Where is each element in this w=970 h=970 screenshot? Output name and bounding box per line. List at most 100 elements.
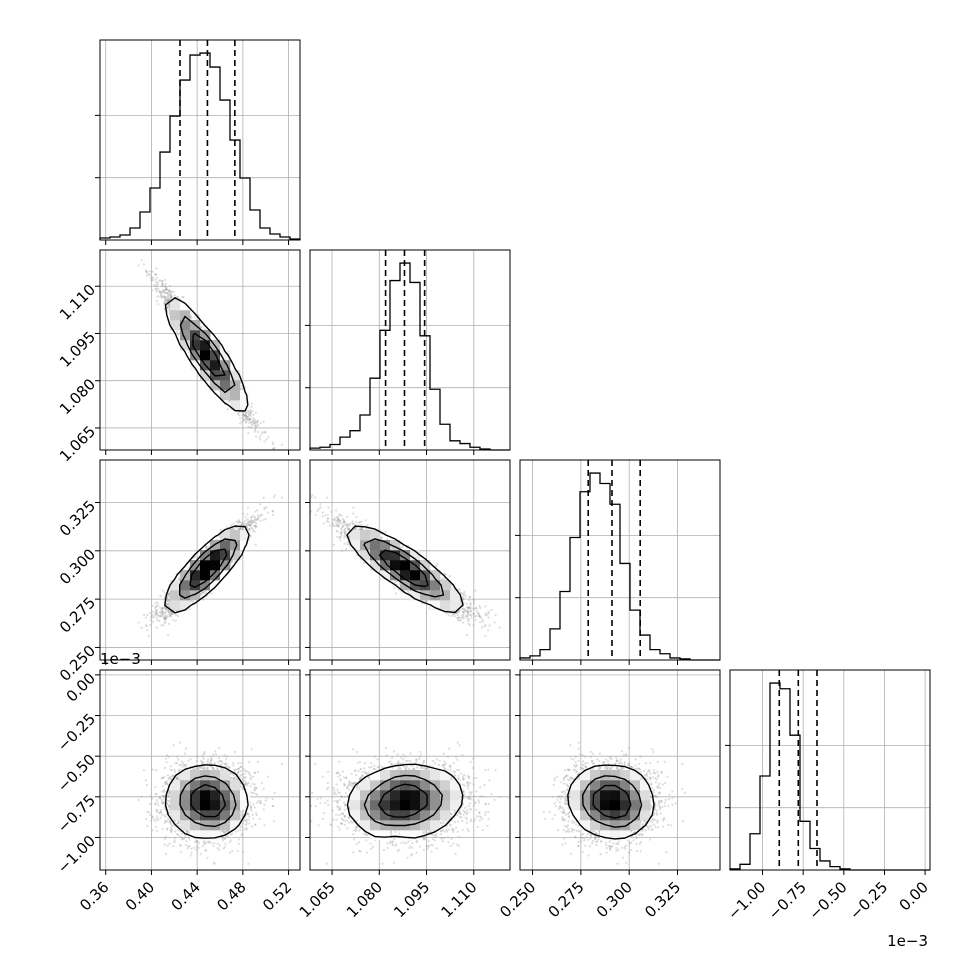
density-cell	[230, 390, 241, 401]
scatter-point	[252, 419, 255, 422]
density-cell	[240, 400, 251, 411]
histogram-panel	[305, 249, 511, 451]
y-tick-label: 1.080	[56, 375, 99, 418]
scatter-point	[254, 435, 258, 438]
scatter-point	[149, 276, 152, 279]
scatter-point	[166, 299, 169, 302]
scatter-point	[244, 421, 248, 424]
scatter-point	[154, 287, 157, 290]
scatter-point	[250, 421, 253, 424]
scatter-point	[167, 298, 170, 301]
scatter-point	[176, 330, 179, 333]
scatter-point	[272, 447, 275, 450]
x-ticks	[105, 450, 290, 455]
panel-frame	[309, 249, 511, 451]
scatter-point	[247, 425, 250, 428]
scatter-point	[163, 296, 166, 299]
scatter-point	[246, 415, 249, 419]
scatter-point	[164, 282, 167, 285]
scatter-point	[156, 281, 159, 285]
scatter-point	[161, 282, 164, 285]
scatter-point	[177, 296, 180, 299]
scatter-point	[232, 522, 235, 526]
scatter-point	[239, 422, 242, 425]
scatter-point	[168, 293, 171, 296]
scatter-point	[172, 619, 175, 622]
scatter-point	[239, 417, 242, 420]
y-tick-label: 1.095	[56, 328, 99, 371]
density-cells	[170, 300, 251, 411]
scatter-point	[160, 624, 163, 627]
scatter-point	[158, 619, 161, 623]
histogram-panel	[725, 669, 931, 871]
scatter-point	[145, 270, 148, 273]
scatter-point	[256, 422, 259, 425]
scatter-point	[280, 443, 283, 446]
scatter-point	[252, 413, 255, 416]
scatter-point	[152, 283, 156, 287]
scatter-point	[262, 420, 265, 423]
scatter-point	[155, 267, 158, 270]
scatter-point	[253, 422, 256, 425]
scatter-point	[149, 270, 152, 273]
panel-frame	[729, 669, 931, 871]
scatter-point	[243, 414, 246, 417]
scatter-point	[167, 299, 170, 302]
scatter-point	[157, 303, 160, 306]
scatter-point	[158, 290, 161, 293]
scatter-point	[252, 514, 255, 517]
scatter-point	[181, 296, 184, 299]
scatter-panel	[99, 249, 301, 451]
scatter-point	[258, 438, 262, 441]
scatter-point	[237, 411, 240, 414]
scatter-point	[248, 411, 251, 414]
scatter-point	[153, 273, 157, 276]
scatter-point	[145, 274, 148, 277]
scatter-point	[140, 259, 143, 262]
scatter-point	[259, 421, 262, 424]
scatter-point	[177, 333, 180, 336]
histogram-panel	[95, 39, 301, 241]
scatter-point	[250, 426, 253, 429]
density-cell	[190, 330, 201, 341]
scatter-point	[252, 417, 255, 420]
scatter-point	[166, 292, 169, 295]
scatter-point	[249, 411, 252, 414]
density-cell	[230, 400, 241, 411]
panel-frame	[99, 39, 301, 241]
scatter-point	[254, 411, 257, 414]
scatter-point	[155, 273, 158, 276]
scatter-point	[241, 416, 244, 419]
histogram-series	[729, 682, 930, 871]
scatter-point	[210, 592, 213, 595]
scatter-point	[164, 288, 167, 291]
scatter-point	[166, 296, 169, 299]
scatter-point	[200, 326, 203, 329]
scatter-point	[267, 436, 270, 439]
histogram-series	[99, 52, 301, 240]
scatter-panel	[99, 459, 301, 661]
scatter-point	[163, 295, 166, 298]
scatter-point	[142, 263, 146, 266]
density-cell	[170, 300, 181, 311]
scatter-point	[166, 289, 169, 292]
scatter-point	[155, 299, 158, 303]
scatter-point	[156, 295, 159, 298]
scatter-point	[271, 441, 274, 444]
scatter-point	[155, 276, 158, 279]
scatter-point	[159, 295, 162, 298]
scatter-point	[241, 414, 244, 417]
scatter-point	[157, 287, 160, 290]
scatter-point	[155, 290, 159, 293]
scatter-point	[235, 520, 238, 523]
scatter-point	[280, 496, 283, 499]
scatter-point	[253, 430, 256, 433]
scatter-point	[242, 418, 245, 421]
histogram-panel	[515, 459, 721, 661]
scatter-point	[259, 433, 263, 436]
scatter-point	[245, 411, 248, 414]
scatter-point	[164, 299, 167, 302]
scatter-point	[226, 408, 229, 411]
scatter-point	[190, 317, 193, 320]
